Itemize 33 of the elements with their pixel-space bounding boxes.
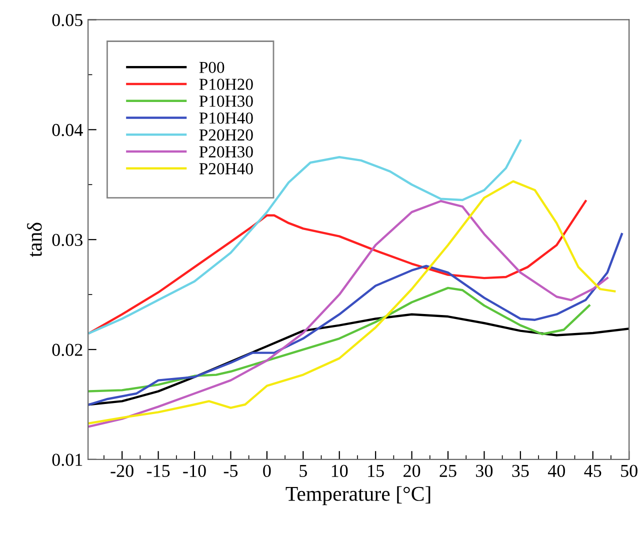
- x-tick-label: 50: [621, 464, 638, 478]
- line-series: [88, 286, 590, 392]
- legend-label: P20H20: [199, 129, 253, 141]
- x-tick-label: 45: [584, 464, 602, 478]
- legend-label: P20H30: [199, 146, 253, 158]
- x-tick-label: 10: [332, 464, 348, 478]
- x-tick-label: 30: [476, 464, 493, 478]
- x-tick-label: -15: [146, 464, 170, 478]
- x-tick-label: 25: [440, 464, 456, 478]
- y-tick-label: 0.05: [52, 14, 82, 26]
- x-tick-label: 20: [404, 464, 420, 478]
- y-axis-title: tanδ: [27, 222, 42, 258]
- y-tick-label: 0.03: [52, 234, 82, 246]
- x-tick-label: 35: [512, 464, 529, 478]
- y-tick-label: 0.01: [52, 454, 82, 466]
- x-tick-label: 40: [548, 464, 565, 478]
- legend-label: P00: [199, 62, 224, 74]
- y-tick-label: 0.02: [52, 344, 82, 356]
- legend-label: P20H40: [199, 163, 253, 174]
- x-tick-label: 15: [368, 464, 384, 478]
- legend-label: P10H40: [199, 112, 253, 124]
- line-series: [88, 313, 630, 406]
- x-axis-title: Temperature [°C]: [286, 486, 430, 506]
- x-tick-label: -5: [224, 465, 238, 478]
- x-tick-label: 0: [263, 464, 271, 478]
- line-series: [88, 140, 522, 334]
- y-tick-label: 0.04: [52, 124, 83, 136]
- x-tick-label: -20: [110, 464, 134, 478]
- line-series: [88, 232, 623, 406]
- legend-label: P10H30: [199, 96, 253, 107]
- x-tick-label: 5: [300, 465, 307, 478]
- legend-label: P10H20: [199, 78, 253, 90]
- x-tick-label: -10: [183, 464, 206, 478]
